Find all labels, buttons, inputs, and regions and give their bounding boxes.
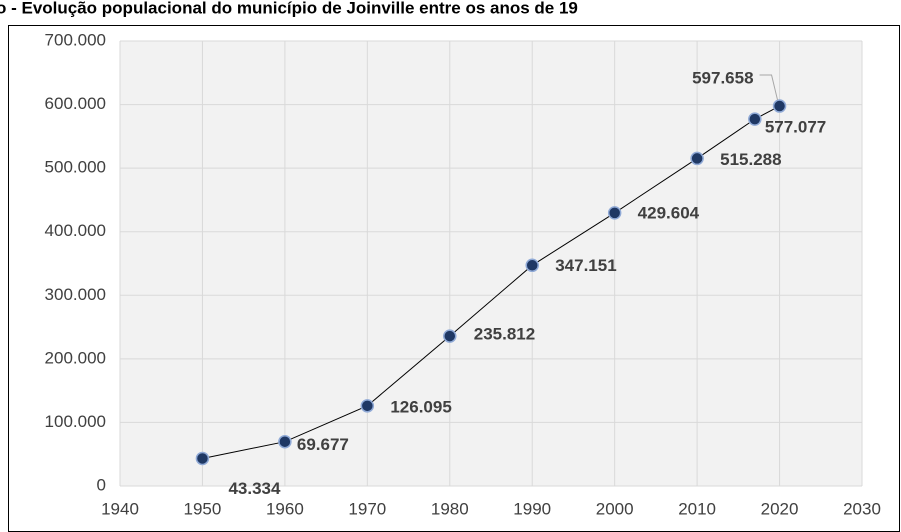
x-tick-label: 1970 (348, 499, 386, 518)
y-tick-label: 700.000 (45, 30, 106, 49)
x-tick-label: 2030 (843, 499, 881, 518)
data-label: 43.334 (228, 479, 281, 498)
data-label: 347.151 (555, 256, 616, 275)
data-point (525, 258, 539, 273)
y-tick-label: 500.000 (45, 158, 106, 177)
x-tick-label: 1940 (101, 499, 139, 518)
y-tick-label: 400.000 (45, 221, 106, 240)
data-label: 515.288 (720, 150, 781, 169)
x-tick-label: 1980 (431, 499, 469, 518)
x-tick-label: 1990 (513, 499, 551, 518)
y-tick-label: 600.000 (45, 94, 106, 113)
data-label: 577.077 (765, 118, 826, 137)
x-tick-label: 1960 (266, 499, 304, 518)
x-tick-label: 1950 (184, 499, 222, 518)
x-tick-label: 2000 (596, 499, 634, 518)
data-label: 126.095 (390, 397, 451, 416)
data-label: 235.812 (474, 325, 535, 344)
data-point (607, 206, 622, 220)
leader-line (759, 74, 779, 101)
x-tick-label: 2010 (678, 499, 716, 518)
data-label: 69.677 (297, 435, 349, 454)
data-point (278, 434, 292, 449)
y-tick-label: 200.000 (45, 348, 106, 367)
data-point (443, 329, 457, 343)
y-tick-label: 300.000 (45, 285, 106, 304)
data-point (772, 99, 787, 113)
data-point (748, 112, 762, 126)
data-label: 597.658 (692, 69, 753, 88)
data-point (195, 451, 210, 466)
data-point (360, 399, 375, 413)
chart-title: o - Evolução populacional do município d… (0, 0, 578, 17)
y-tick-label: 0 (97, 475, 106, 494)
plot-area (120, 41, 862, 486)
data-label: 429.604 (638, 203, 700, 222)
x-tick-label: 2020 (761, 499, 799, 518)
y-tick-label: 100.000 (45, 412, 106, 431)
data-point (690, 151, 704, 166)
